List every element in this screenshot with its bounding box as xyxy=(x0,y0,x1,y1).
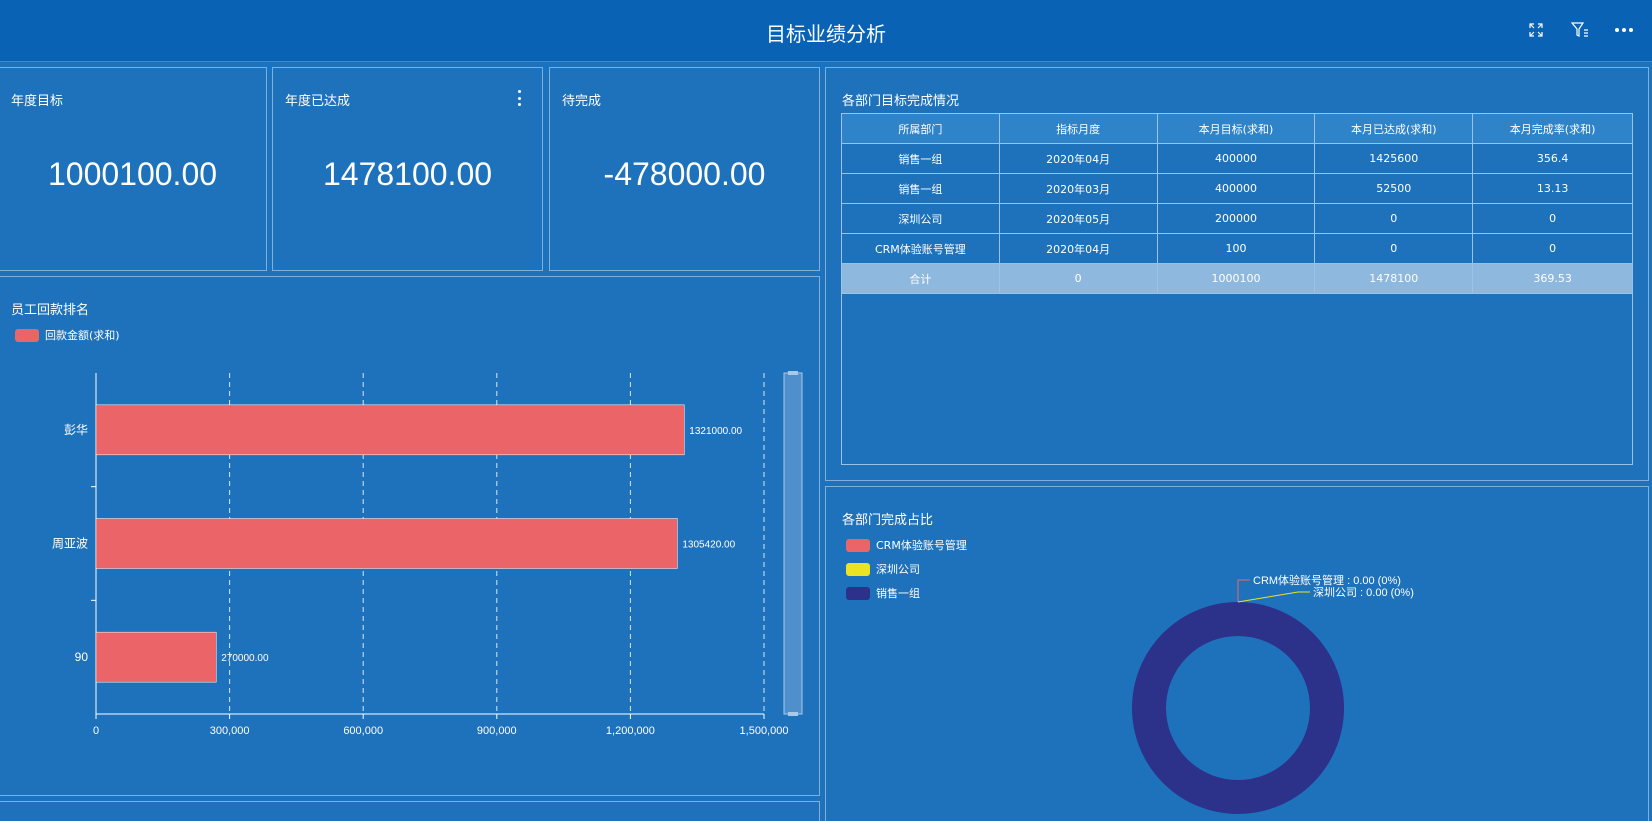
table-cell: 356.4 xyxy=(1472,143,1633,174)
x-tick-label: 1,500,000 xyxy=(740,725,789,737)
x-tick-label: 300,000 xyxy=(210,725,250,737)
table-total-row: 合计 0 1000100 1478100 369.53 xyxy=(841,263,1633,294)
legend-label: 销售一组 xyxy=(876,587,920,600)
table-header-row: 所属部门 指标月度 本月目标(求和) 本月已达成(求和) 本月完成率(求和) xyxy=(841,113,1633,144)
legend-item-sales[interactable]: 销售一组 xyxy=(846,585,967,601)
table-cell: CRM体验账号管理 xyxy=(841,233,1000,264)
table-cell: 2020年05月 xyxy=(998,203,1158,234)
y-tick-label: 周亚波 xyxy=(52,537,88,551)
table-cell: 深圳公司 xyxy=(841,203,1000,234)
kpi-value: -478000.00 xyxy=(603,156,766,192)
dept-table: 所属部门 指标月度 本月目标(求和) 本月已达成(求和) 本月完成率(求和) 销… xyxy=(841,113,1633,294)
total-cell: 合计 xyxy=(841,263,1000,294)
kpi-card-annual-target: 年度目标 1000100.00 xyxy=(0,67,267,271)
kpi-label: 待完成 xyxy=(562,94,602,109)
table-cell: 13.13 xyxy=(1472,173,1633,204)
column-header[interactable]: 所属部门 xyxy=(841,113,1000,144)
fullscreen-icon[interactable] xyxy=(1526,20,1546,40)
data-label: 1321000.00 xyxy=(689,426,742,437)
dept-share-panel: 各部门完成占比 CRM体验账号管理 深圳公司 销售一组 CRM体验账号管理 : … xyxy=(825,486,1649,821)
table-cell: 0 xyxy=(1314,233,1474,264)
legend-swatch xyxy=(15,328,39,342)
filter-icon[interactable] xyxy=(1570,20,1590,40)
legend-swatch xyxy=(846,586,870,600)
table-cell: 0 xyxy=(1314,203,1474,234)
table-cell: 销售一组 xyxy=(841,173,1000,204)
bar xyxy=(95,518,678,569)
zoom-scrollbar xyxy=(783,372,803,715)
callout-label-crm: CRM体验账号管理 : 0.00 (0%) xyxy=(1253,573,1401,587)
legend-item-shenzhen[interactable]: 深圳公司 xyxy=(846,561,967,577)
ranking-legend: 回款金额(求和) xyxy=(15,327,120,343)
table-cell: 100 xyxy=(1156,233,1316,264)
x-tick-label: 1,200,000 xyxy=(606,725,655,737)
leader-line-crm xyxy=(1237,579,1250,602)
total-cell: 1000100 xyxy=(1156,263,1316,294)
header-tools xyxy=(1526,20,1634,40)
zoom-handle-bottom xyxy=(788,712,798,716)
donut-slice xyxy=(1132,602,1344,814)
ranking-bar-chart: 0 300,000 600,000 900,000 1,200,000 1,500,000… xyxy=(52,371,803,737)
share-legend: CRM体验账号管理 深圳公司 销售一组 xyxy=(846,537,967,601)
bottom-panel xyxy=(0,801,820,821)
x-tick-label: 0 xyxy=(93,725,99,737)
ranking-title: 员工回款排名 xyxy=(11,303,90,318)
table-cell: 200000 xyxy=(1156,203,1316,234)
table-row: 销售一组 2020年04月 400000 1425600 356.4 xyxy=(841,143,1633,174)
column-header[interactable]: 本月完成率(求和) xyxy=(1472,113,1633,144)
page-title: 目标业绩分析 xyxy=(766,22,886,46)
table-cell: 0 xyxy=(1472,203,1633,234)
table-cell: 1425600 xyxy=(1314,143,1474,174)
kpi-card-annual-achieved: 年度已达成 1478100.00 xyxy=(272,67,543,271)
kpi-value: 1000100.00 xyxy=(47,156,218,192)
total-cell: 369.53 xyxy=(1472,263,1633,294)
table-cell: 52500 xyxy=(1314,173,1474,204)
bar xyxy=(95,631,217,683)
legend-swatch xyxy=(846,538,870,552)
y-tick-label: 彭华 xyxy=(64,423,88,437)
ranking-panel: 员工回款排名 回款金额(求和) 0 300,000 600,000 900,000 1,… xyxy=(0,276,820,796)
legend-label: 回款金额(求和) xyxy=(45,329,120,342)
x-tick-label: 600,000 xyxy=(343,725,383,737)
kpi-label: 年度已达成 xyxy=(285,94,351,109)
dept-table-panel: 各部门目标完成情况 所属部门 指标月度 本月目标(求和) 本月已达成(求和) 本… xyxy=(825,67,1649,481)
table-cell: 销售一组 xyxy=(841,143,1000,174)
more-horizontal-icon[interactable] xyxy=(1614,20,1634,40)
dept-table-title: 各部门目标完成情况 xyxy=(842,94,960,109)
table-cell: 400000 xyxy=(1156,173,1316,204)
data-label: 270000.00 xyxy=(221,653,269,664)
legend-label: CRM体验账号管理 xyxy=(876,539,967,552)
legend-item-crm[interactable]: CRM体验账号管理 xyxy=(846,537,967,553)
table-row: 销售一组 2020年03月 400000 52500 13.13 xyxy=(841,173,1633,204)
column-header[interactable]: 指标月度 xyxy=(998,113,1158,144)
dashboard-header: 目标业绩分析 xyxy=(0,0,1652,62)
legend-swatch xyxy=(846,562,870,576)
table-row: CRM体验账号管理 2020年04月 100 0 0 xyxy=(841,233,1633,264)
total-cell: 1478100 xyxy=(1314,263,1474,294)
zoom-handle-top xyxy=(788,371,798,375)
kpi-card-pending: 待完成 -478000.00 xyxy=(549,67,820,271)
callout-label-shenzhen: 深圳公司 : 0.00 (0%) xyxy=(1313,586,1414,599)
table-row: 深圳公司 2020年05月 200000 0 0 xyxy=(841,203,1633,234)
total-cell: 0 xyxy=(998,263,1158,294)
data-label: 1305420.00 xyxy=(682,540,735,551)
kpi-value: 1478100.00 xyxy=(322,156,493,192)
legend-item-payment[interactable]: 回款金额(求和) xyxy=(15,327,120,343)
card-menu-icon[interactable] xyxy=(516,90,522,106)
table-cell: 2020年04月 xyxy=(998,143,1158,174)
table-cell: 2020年04月 xyxy=(998,233,1158,264)
column-header[interactable]: 本月已达成(求和) xyxy=(1314,113,1474,144)
dept-share-donut: CRM体验账号管理 : 0.00 (0%)深圳公司 : 0.00 (0%) xyxy=(1132,573,1414,814)
bar xyxy=(95,404,685,456)
legend-label: 深圳公司 xyxy=(876,563,920,576)
table-cell: 2020年03月 xyxy=(998,173,1158,204)
kpi-label: 年度目标 xyxy=(11,94,64,109)
y-tick-label: 90 xyxy=(75,650,89,664)
table-cell: 400000 xyxy=(1156,143,1316,174)
column-header[interactable]: 本月目标(求和) xyxy=(1156,113,1316,144)
dept-share-title: 各部门完成占比 xyxy=(842,513,934,528)
leader-line-shenzhen xyxy=(1237,591,1310,603)
table-cell: 0 xyxy=(1472,233,1633,264)
x-tick-label: 900,000 xyxy=(477,725,517,737)
